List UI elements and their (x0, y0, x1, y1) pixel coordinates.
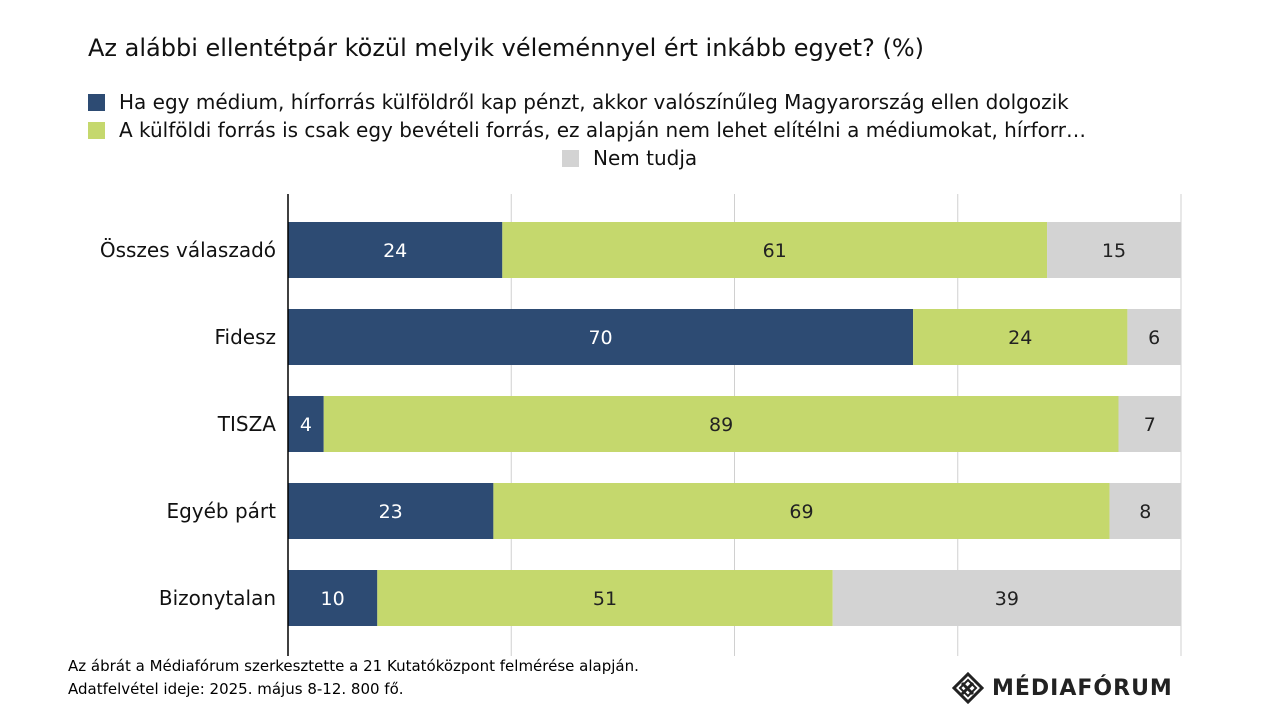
data-label: 7 (1144, 414, 1156, 436)
data-label: 6 (1148, 327, 1160, 349)
brand-name: MÉDIAFÓRUM (992, 675, 1173, 701)
bar-segment (288, 396, 324, 452)
legend-item-foreign-money-against: Ha egy médium, hírforrás külföldről kap … (88, 90, 1069, 114)
data-label: 89 (709, 414, 733, 436)
bar-segment (288, 309, 914, 365)
data-label: 51 (593, 588, 617, 610)
legend-swatch-dark-blue (88, 93, 105, 111)
bar-segment (288, 570, 378, 626)
legend-label: A külföldi forrás is csak egy bevételi f… (119, 118, 1087, 142)
bar-segment (377, 570, 833, 626)
chart-title: Az alábbi ellentétpár közül melyik vélem… (88, 34, 924, 62)
bar-segment (493, 483, 1110, 539)
data-label: 23 (379, 501, 403, 523)
survey-date-note: Adatfelvétel ideje: 2025. május 8-12. 80… (68, 680, 404, 698)
bar-segment (502, 222, 1048, 278)
bar-segment (288, 222, 503, 278)
category-label: Bizonytalan (159, 586, 276, 610)
mediaforum-logo-icon (952, 672, 984, 704)
data-label: 8 (1139, 501, 1151, 523)
data-label: 24 (1008, 327, 1032, 349)
bar-segment (323, 396, 1119, 452)
data-label: 15 (1102, 240, 1126, 262)
category-label: TISZA (217, 412, 277, 436)
bar-segment (832, 570, 1181, 626)
legend-item-dont-know: Nem tudja (562, 146, 697, 170)
bar-segment (1127, 309, 1181, 365)
bar-segment (1047, 222, 1181, 278)
bar-segment (1118, 396, 1181, 452)
legend-item-income-source: A külföldi forrás is csak egy bevételi f… (88, 118, 1086, 142)
source-note: Az ábrát a Médiafórum szerkesztette a 21… (68, 657, 639, 675)
bar-segment (288, 483, 494, 539)
legend-label: Nem tudja (593, 146, 698, 170)
data-label: 24 (383, 240, 407, 262)
data-label: 69 (789, 501, 813, 523)
legend-swatch-green (88, 121, 105, 139)
category-label: Összes válaszadó (100, 238, 276, 262)
data-label: 4 (300, 414, 312, 436)
category-label: Fidesz (214, 325, 276, 349)
bar-segment (1109, 483, 1181, 539)
data-label: 70 (588, 327, 612, 349)
category-label: Egyéb párt (166, 499, 276, 523)
brand-logo: MÉDIAFÓRUM (952, 672, 1173, 704)
data-label: 39 (995, 588, 1019, 610)
data-label: 10 (321, 588, 345, 610)
legend-swatch-grey (562, 149, 579, 167)
legend-label: Ha egy médium, hírforrás külföldről kap … (119, 90, 1069, 114)
bar-segment (913, 309, 1128, 365)
data-label: 61 (763, 240, 787, 262)
